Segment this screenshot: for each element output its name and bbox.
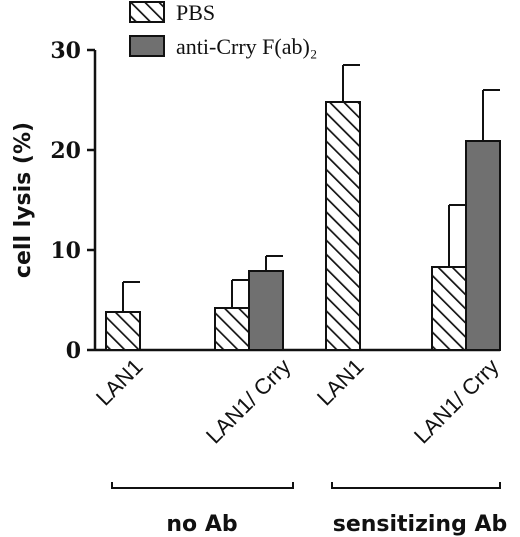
y-tick-label: 0 (66, 338, 81, 364)
legend-swatch-anti-crry (129, 35, 165, 57)
category-label: LAN1 (91, 354, 148, 411)
category-labels: LAN1 LAN1/ Crry LAN1 LAN1/ Crry (91, 354, 504, 449)
group-bracket-no-ab (111, 482, 294, 489)
y-tick-label: 10 (50, 238, 81, 264)
legend-label-anti-crry: anti-Crry F(ab)₂ (176, 34, 317, 59)
error-bar (231, 279, 249, 308)
legend: PBS anti-Crry F(ab)₂ (129, 0, 317, 59)
group-bracket-sensitizing-ab (331, 482, 501, 489)
error-bar (265, 255, 283, 271)
y-axis-label: cell lysis (%) (11, 122, 36, 278)
category-label: LAN1/ Crry (201, 354, 296, 449)
bar-pbs-1 (214, 307, 250, 351)
bar-pbs-0 (105, 311, 141, 351)
bar-pbs-2 (325, 101, 361, 351)
bar-pbs-3 (431, 266, 467, 351)
bar-anti-crry-3 (465, 140, 501, 351)
error-bars (122, 64, 500, 312)
y-ticks: 0 10 20 30 (50, 38, 95, 364)
legend-swatch-pbs (129, 1, 165, 23)
y-tick-label: 30 (50, 38, 81, 64)
bar-anti-crry-1 (248, 270, 284, 351)
category-label: LAN1 (312, 354, 369, 411)
legend-label-pbs: PBS (176, 0, 215, 25)
group-label-sensitizing-ab: sensitizing Ab (333, 512, 508, 537)
error-bar (122, 281, 140, 312)
error-bar (482, 89, 500, 141)
error-bar (342, 64, 360, 102)
y-tick-label: 20 (50, 138, 81, 164)
category-label: LAN1/ Crry (409, 354, 504, 449)
error-bar (448, 204, 466, 267)
bars (105, 101, 501, 351)
group-label-no-ab: no Ab (166, 512, 237, 537)
